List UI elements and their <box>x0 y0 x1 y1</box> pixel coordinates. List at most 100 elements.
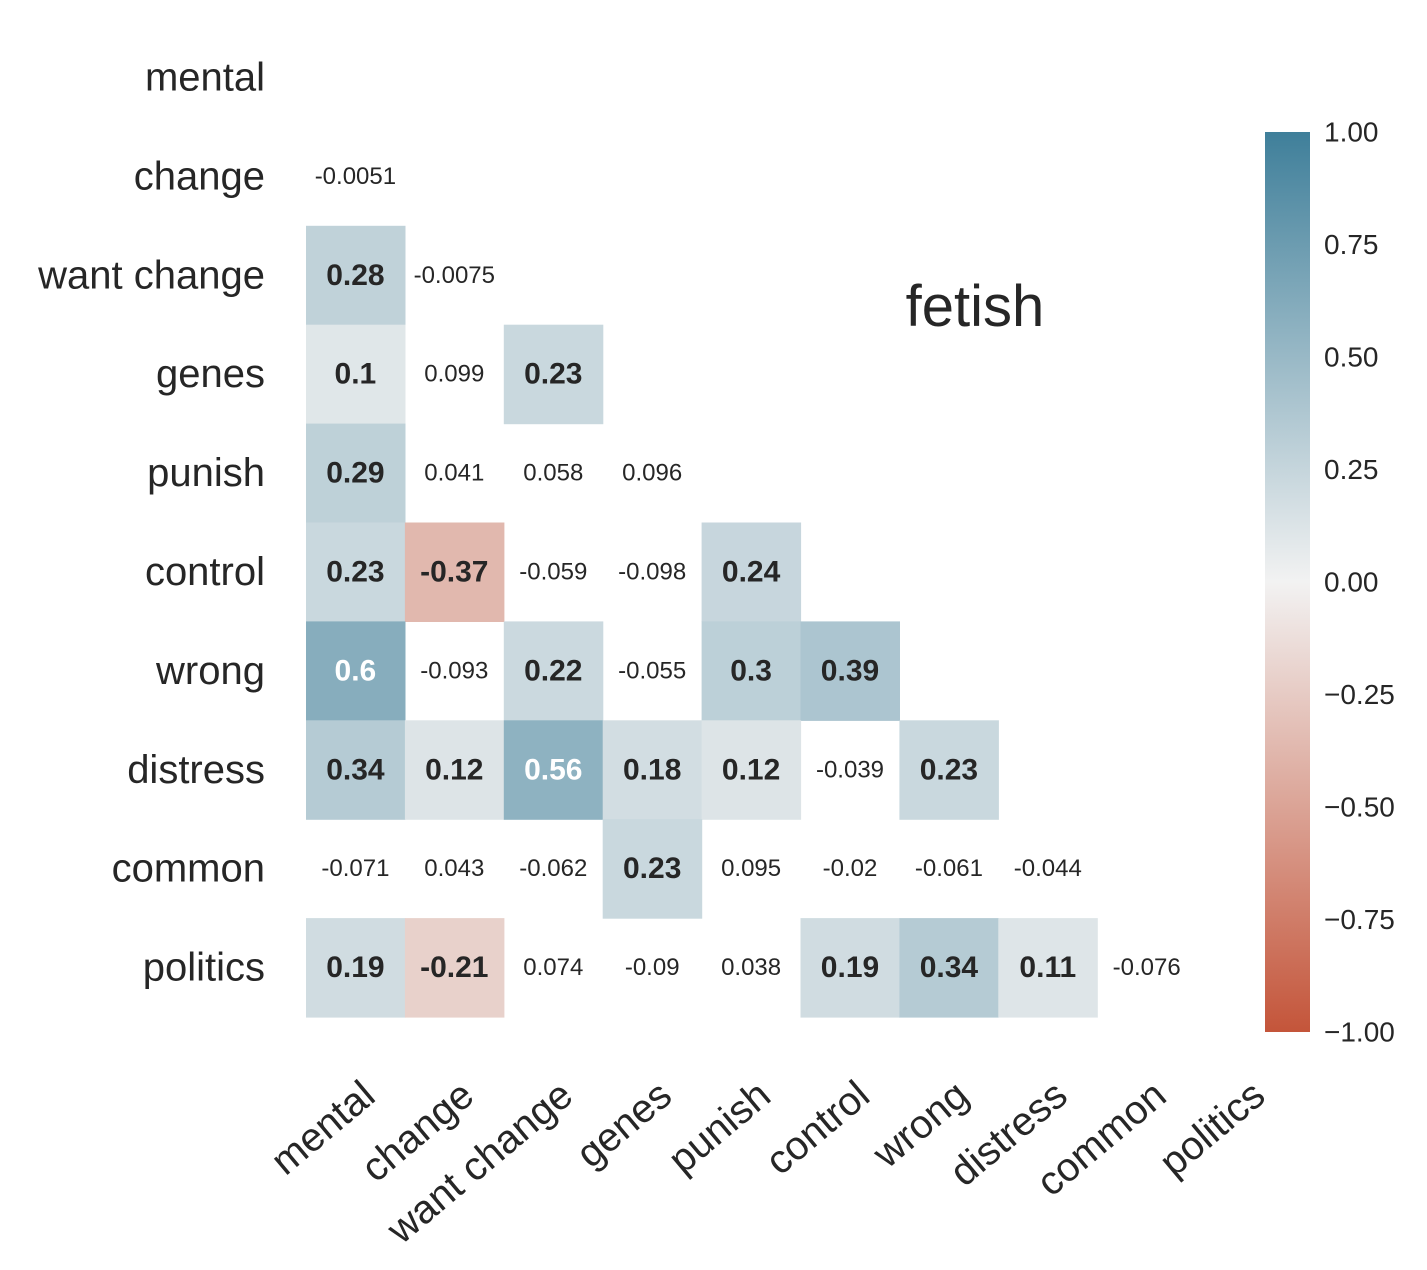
cell-common-wrong-label: -0.061 <box>915 855 983 882</box>
cell-distress-punish <box>701 720 802 820</box>
colorbar-tick-label: 0.00 <box>1324 567 1379 598</box>
cell-wrong-want-change-label: 0.22 <box>524 654 582 687</box>
cell-common-distress-label: -0.044 <box>1014 855 1082 882</box>
cell-control-want-change-label: -0.059 <box>519 559 587 586</box>
colorbar-tick-label: 0.25 <box>1324 454 1379 485</box>
cell-politics-distress-label: 0.11 <box>1019 951 1076 984</box>
cell-politics-common-label: -0.076 <box>1113 954 1181 981</box>
cell-distress-mental <box>306 720 406 820</box>
col-label-genes: genes <box>568 1073 680 1177</box>
row-labels-layer: mental change want change genes punish contro… <box>37 56 265 990</box>
row-label-wrong: wrong <box>155 649 265 693</box>
cell-common-genes-label: 0.23 <box>623 852 681 885</box>
cell-control-punish <box>701 522 802 622</box>
cell-control-change <box>404 522 505 622</box>
cell-distress-genes-label: 0.18 <box>623 753 681 786</box>
row-label-punish: punish <box>147 451 265 495</box>
cell-distress-punish-label: 0.12 <box>722 753 780 786</box>
cell-common-punish-label: 0.095 <box>721 855 781 882</box>
cell-genes-change-label: 0.099 <box>424 361 484 388</box>
cell-distress-want-change-label: 0.56 <box>524 753 582 786</box>
cell-politics-mental <box>306 918 406 1018</box>
cell-distress-change-label: 0.12 <box>425 753 483 786</box>
col-label-control: control <box>758 1073 878 1184</box>
cell-control-punish-label: 0.24 <box>722 556 781 589</box>
cell-politics-punish-label: 0.038 <box>721 954 781 981</box>
cell-politics-control-label: 0.19 <box>821 951 879 984</box>
cell-want-change-change-label: -0.0075 <box>414 262 495 289</box>
cell-control-genes-label: -0.098 <box>618 559 686 586</box>
colorbar-ticks: 1.00 0.75 0.50 0.25 0.00 −0.25 −0.50 −0.75 −1.00 <box>1324 117 1395 1048</box>
col-label-punish: punish <box>660 1073 779 1182</box>
cell-common-mental-label: -0.071 <box>321 855 389 882</box>
cell-common-change-label: 0.043 <box>424 855 484 882</box>
cell-politics-want-change-label: 0.074 <box>523 954 583 981</box>
cell-distress-wrong-label: 0.23 <box>920 753 978 786</box>
colorbar-tick-label: 0.75 <box>1324 229 1379 260</box>
colorbar-tick-label: −0.25 <box>1324 679 1395 710</box>
cell-wrong-control-label: 0.39 <box>821 654 879 687</box>
cell-punish-want-change-label: 0.058 <box>523 460 583 487</box>
cell-common-control-label: -0.02 <box>823 855 878 882</box>
col-label-politics: politics <box>1151 1073 1273 1185</box>
cell-control-change-label: -0.37 <box>420 556 488 589</box>
cell-control-mental-label: 0.23 <box>326 556 384 589</box>
colorbar-tick-label: 1.00 <box>1324 117 1379 148</box>
row-label-change: change <box>134 154 265 198</box>
colorbar: 1.00 0.75 0.50 0.25 0.00 −0.25 −0.50 −0.75 −1.00 <box>1265 117 1395 1048</box>
cell-distress-wrong <box>899 720 999 820</box>
cell-genes-want-change <box>503 324 604 425</box>
cell-politics-genes-label: -0.09 <box>625 954 680 981</box>
colorbar-tick-label: −0.50 <box>1324 792 1395 823</box>
chart-title: fetish <box>906 274 1045 339</box>
cell-wrong-punish-label: 0.3 <box>730 654 772 687</box>
row-label-common: common <box>112 847 265 891</box>
cell-common-want-change-label: -0.062 <box>519 855 587 882</box>
cell-control-mental <box>306 522 406 622</box>
cell-punish-change-label: 0.041 <box>424 460 484 487</box>
colorbar-tick-label: −0.75 <box>1324 904 1395 935</box>
cell-common-genes <box>602 819 703 919</box>
cell-wrong-change-label: -0.093 <box>420 657 488 684</box>
row-label-mental: mental <box>145 56 265 100</box>
cell-want-change-mental <box>306 225 406 326</box>
cell-genes-mental <box>306 324 406 425</box>
cell-distress-change <box>404 720 505 820</box>
row-label-want-change: want change <box>37 253 265 297</box>
cell-want-change-mental-label: 0.28 <box>326 259 384 292</box>
colorbar-gradient <box>1265 132 1310 1032</box>
cell-distress-control-label: -0.039 <box>816 756 884 783</box>
cell-distress-genes <box>602 720 703 820</box>
cell-wrong-mental <box>306 621 406 721</box>
cell-wrong-control <box>800 621 900 721</box>
cell-distress-mental-label: 0.34 <box>326 753 385 786</box>
cell-labels-layer: -0.0051 0.28 -0.0075 0.1 0.099 0.23 0.29 0.041 0… <box>315 163 1181 984</box>
cell-politics-control <box>800 918 900 1018</box>
cell-punish-genes-label: 0.096 <box>622 460 682 487</box>
cell-distress-want-change <box>503 720 604 820</box>
cell-wrong-mental-label: 0.6 <box>335 654 377 687</box>
row-label-distress: distress <box>127 748 265 792</box>
cell-change-mental-label: -0.0051 <box>315 163 396 190</box>
row-label-genes: genes <box>156 352 265 396</box>
row-label-control: control <box>145 550 265 594</box>
row-label-politics: politics <box>143 946 265 990</box>
colorbar-tick-label: −1.00 <box>1324 1017 1395 1048</box>
cells-layer <box>306 225 1098 1018</box>
cell-genes-mental-label: 0.1 <box>335 358 377 391</box>
colorbar-tick-label: 0.50 <box>1324 342 1379 373</box>
cell-politics-change-label: -0.21 <box>420 951 488 984</box>
cell-genes-want-change-label: 0.23 <box>524 358 582 391</box>
cell-politics-wrong-label: 0.34 <box>920 951 979 984</box>
cell-wrong-genes-label: -0.055 <box>618 657 686 684</box>
cell-politics-wrong <box>899 918 999 1018</box>
cell-punish-mental <box>306 423 406 524</box>
cell-wrong-punish <box>701 621 802 721</box>
cell-politics-change <box>404 918 505 1018</box>
cell-politics-distress <box>998 918 1098 1018</box>
cell-wrong-want-change <box>503 621 604 721</box>
cell-politics-mental-label: 0.19 <box>326 951 384 984</box>
